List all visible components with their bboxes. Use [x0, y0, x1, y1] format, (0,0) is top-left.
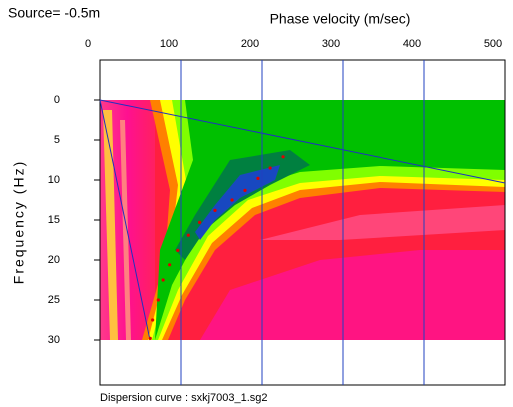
- x-tick-label: 100: [160, 38, 178, 50]
- heatmap: [100, 100, 505, 340]
- curve-point: [176, 248, 180, 252]
- x-axis-label: Phase velocity (m/sec): [270, 11, 411, 27]
- curve-point: [213, 208, 217, 212]
- annotation: Source= -0.5m: [8, 5, 100, 21]
- y-tick-label: 20: [48, 254, 60, 266]
- y-axis-label: Frequency (Hz): [11, 160, 27, 284]
- y-tick-label: 5: [54, 134, 60, 146]
- caption: Dispersion curve : sxkj7003_1.sg2: [100, 392, 268, 404]
- reference-line: [99, 99, 151, 341]
- curve-point: [168, 263, 172, 267]
- x-tick-label: 0: [85, 38, 91, 50]
- curve-point: [151, 318, 155, 322]
- curve-point: [256, 176, 260, 180]
- x-tick-label: 500: [484, 38, 502, 50]
- curve-point: [186, 233, 190, 237]
- plot-frame: [99, 59, 506, 386]
- y-tick-label: 25: [48, 294, 60, 306]
- y-tick-label: 0: [54, 94, 60, 106]
- curve-point: [148, 336, 152, 340]
- curve-point: [243, 188, 247, 192]
- curve-point: [156, 298, 160, 302]
- x-tick-label: 300: [322, 38, 340, 50]
- y-tick-label: 15: [48, 214, 60, 226]
- curve-point: [230, 198, 234, 202]
- x-tick-label: 400: [403, 38, 421, 50]
- reference-line: [99, 99, 506, 184]
- curve-point: [198, 220, 202, 224]
- y-tick-label: 10: [48, 174, 60, 186]
- x-tick-label: 200: [241, 38, 259, 50]
- curve-point: [281, 155, 285, 159]
- y-tick-label: 30: [48, 334, 60, 346]
- curve-point: [268, 166, 272, 170]
- curve-point: [161, 278, 165, 282]
